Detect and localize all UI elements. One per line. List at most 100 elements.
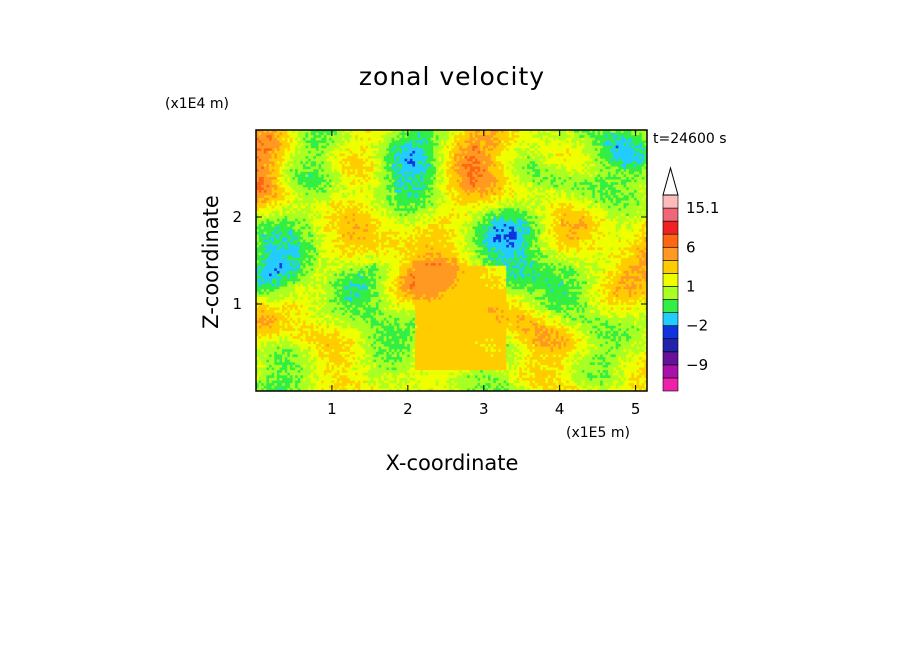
heatmap-cell — [464, 187, 468, 191]
heatmap-cell — [615, 135, 619, 139]
heatmap-cell — [313, 197, 317, 202]
heatmap-cell — [360, 161, 364, 165]
heatmap-cell — [297, 197, 301, 202]
heatmap-cell — [547, 132, 552, 136]
heatmap-cell — [334, 140, 338, 144]
heatmap-cell — [501, 174, 505, 178]
heatmap-cell — [258, 197, 262, 202]
heatmap-cell — [576, 182, 580, 186]
heatmap-cell — [511, 203, 515, 207]
heatmap-cell — [297, 150, 301, 155]
heatmap-cell — [420, 213, 424, 217]
heatmap-cell — [256, 161, 260, 165]
heatmap-cell — [459, 187, 463, 191]
heatmap-cell — [623, 153, 627, 157]
heatmap-cell — [477, 158, 481, 162]
heatmap-cell — [560, 163, 565, 168]
heatmap-cell — [315, 213, 320, 217]
heatmap-cell — [430, 179, 434, 183]
heatmap-cell — [584, 137, 588, 142]
heatmap-cell — [412, 143, 416, 147]
heatmap-cell — [276, 190, 281, 194]
heatmap-cell — [464, 148, 468, 152]
heatmap-cell — [628, 184, 632, 189]
heatmap-cell — [641, 197, 645, 202]
heatmap-cell — [313, 210, 317, 215]
heatmap-cell — [558, 179, 562, 183]
heatmap-cell — [534, 205, 539, 209]
heatmap-cell — [355, 203, 359, 207]
heatmap-cell — [323, 179, 327, 183]
heatmap-cell — [261, 184, 265, 189]
heatmap-cell — [553, 156, 557, 160]
heatmap-cell — [537, 203, 541, 207]
heatmap-cell — [375, 158, 380, 162]
heatmap-cell — [417, 166, 421, 170]
heatmap-cell — [446, 171, 450, 175]
heatmap-cell — [454, 192, 458, 196]
heatmap-cell — [271, 216, 275, 220]
heatmap-cell — [633, 205, 638, 209]
heatmap-cell — [412, 213, 416, 217]
heatmap-cell — [289, 153, 294, 157]
heatmap-cell — [284, 182, 288, 186]
heatmap-cell — [318, 176, 322, 181]
heatmap-cell — [490, 130, 494, 134]
heatmap-cell — [639, 145, 643, 149]
heatmap-cell — [271, 195, 275, 199]
heatmap-cell — [639, 156, 643, 160]
heatmap-cell — [368, 163, 372, 168]
heatmap-cell — [256, 213, 260, 217]
heatmap-cell — [302, 179, 307, 183]
heatmap-cell — [503, 187, 507, 191]
heatmap-cell — [368, 187, 372, 191]
heatmap-cell — [589, 132, 593, 136]
heatmap-cell — [331, 166, 335, 170]
heatmap-cell — [310, 163, 314, 168]
heatmap-cell — [428, 156, 432, 160]
heatmap-cell — [368, 203, 372, 207]
heatmap-cell — [318, 150, 322, 155]
heatmap-cell — [553, 187, 557, 191]
heatmap-cell — [626, 179, 630, 183]
heatmap-cell — [592, 192, 596, 196]
heatmap-cell — [347, 200, 351, 204]
heatmap-cell — [370, 166, 374, 170]
heatmap-cell — [266, 163, 270, 168]
heatmap-cell — [641, 184, 645, 189]
heatmap-cell — [461, 190, 466, 194]
heatmap-cell — [388, 184, 393, 189]
heatmap-cell — [438, 210, 442, 215]
heatmap-cell — [276, 182, 281, 186]
heatmap-cell — [480, 161, 484, 165]
heatmap-cell — [587, 150, 591, 155]
heatmap-cell — [558, 166, 562, 170]
heatmap-cell — [550, 182, 554, 186]
heatmap-cell — [300, 171, 304, 175]
heatmap-cell — [636, 210, 640, 215]
heatmap-cell — [558, 135, 562, 139]
heatmap-cell — [620, 197, 625, 202]
heatmap-cell — [456, 195, 460, 199]
heatmap-cell — [321, 210, 325, 215]
heatmap-cell — [396, 156, 400, 160]
heatmap-cell — [469, 182, 473, 186]
heatmap-cell — [600, 203, 604, 207]
heatmap-cell — [388, 203, 393, 207]
heatmap-cell — [342, 132, 346, 136]
heatmap-cell — [386, 197, 390, 202]
heatmap-cell — [282, 190, 286, 194]
heatmap-cell — [435, 158, 440, 162]
heatmap-cell — [261, 195, 265, 199]
heatmap-cell — [545, 156, 549, 160]
heatmap-cell — [448, 203, 453, 207]
heatmap-cell — [422, 145, 427, 149]
heatmap-cell — [597, 176, 601, 181]
heatmap-cell — [394, 190, 398, 194]
heatmap-cell — [443, 208, 447, 212]
heatmap-cell — [269, 169, 273, 173]
heatmap-cell — [639, 184, 643, 189]
heatmap-cell — [266, 176, 270, 181]
heatmap-cell — [295, 156, 299, 160]
heatmap-cell — [279, 184, 283, 189]
